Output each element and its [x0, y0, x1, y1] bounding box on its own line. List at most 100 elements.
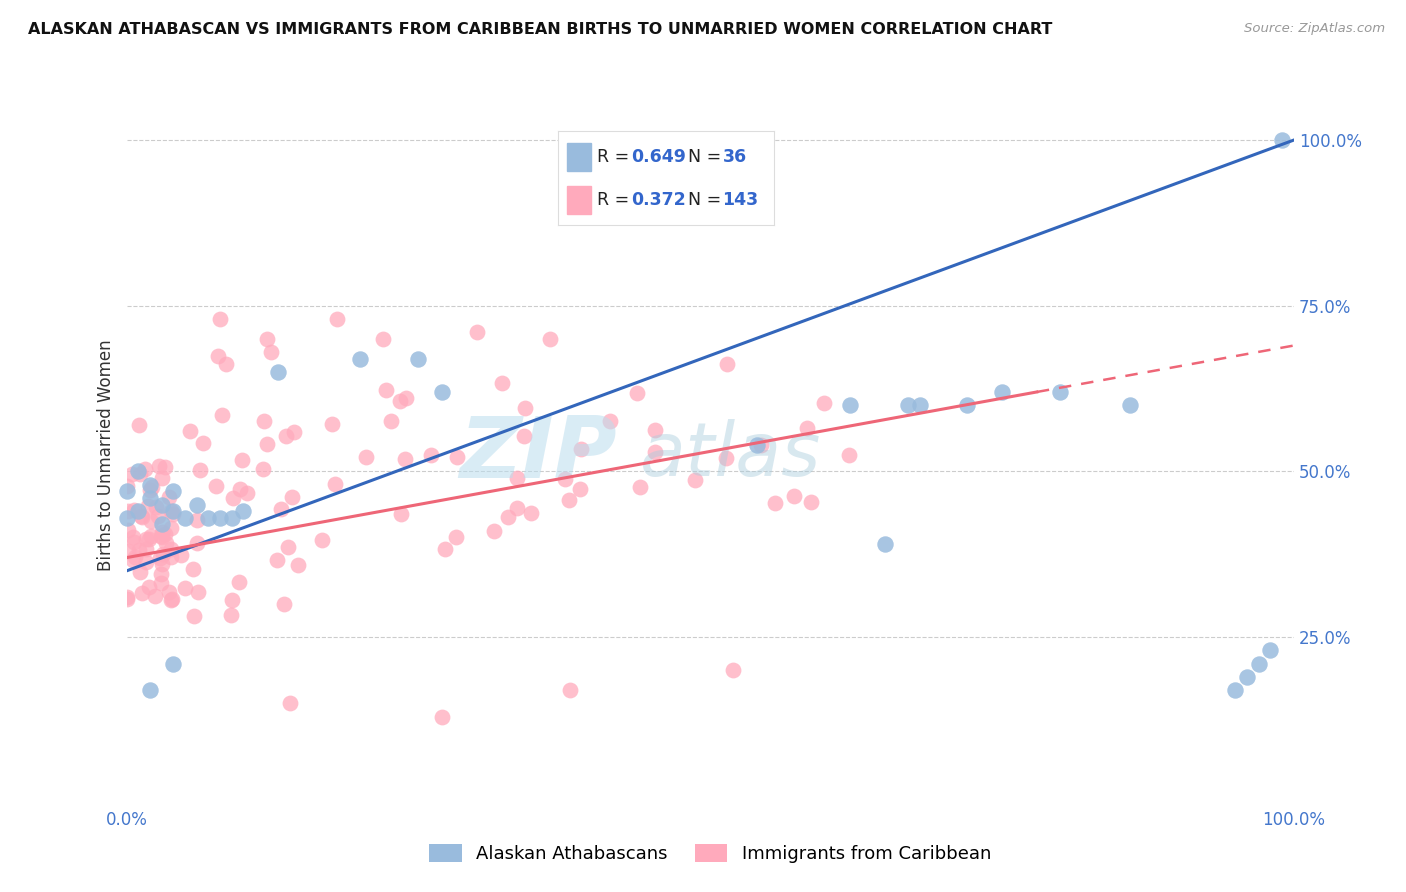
- Point: [150, 517, 173, 532]
- Point: [281, 490, 304, 504]
- Point: [181, 562, 204, 576]
- Legend: Alaskan Athabascans, Immigrants from Caribbean: Alaskan Athabascans, Immigrants from Car…: [422, 837, 998, 871]
- Point: [354, 450, 377, 464]
- Point: [783, 489, 806, 503]
- Point: [813, 395, 835, 409]
- Point: [219, 608, 242, 623]
- Point: [138, 533, 160, 547]
- Point: [221, 511, 243, 525]
- Point: [1271, 133, 1294, 147]
- Point: [236, 485, 259, 500]
- Point: [375, 383, 398, 397]
- Point: [141, 480, 163, 494]
- Text: 143: 143: [723, 191, 758, 209]
- Point: [538, 332, 561, 346]
- Point: [373, 332, 395, 346]
- Point: [115, 479, 138, 493]
- Point: [150, 471, 173, 485]
- Point: [139, 477, 162, 491]
- Point: [267, 365, 290, 379]
- Point: [160, 550, 183, 565]
- Point: [838, 448, 860, 462]
- Text: 0.372: 0.372: [631, 191, 685, 209]
- Point: [231, 453, 253, 467]
- Point: [321, 417, 343, 432]
- Point: [155, 536, 177, 550]
- Point: [283, 425, 305, 440]
- Point: [139, 483, 162, 497]
- Point: [1119, 398, 1142, 412]
- Point: [122, 535, 145, 549]
- Point: [644, 424, 666, 438]
- Point: [444, 530, 467, 544]
- Point: [628, 481, 651, 495]
- Point: [482, 524, 505, 539]
- Point: [157, 490, 180, 504]
- Point: [389, 507, 412, 521]
- Point: [214, 357, 236, 371]
- Point: [558, 492, 581, 507]
- Point: [211, 409, 233, 423]
- Point: [388, 394, 411, 409]
- Point: [129, 508, 152, 523]
- Point: [420, 448, 443, 462]
- Point: [221, 593, 243, 607]
- Point: [186, 498, 208, 512]
- Point: [128, 542, 150, 557]
- Point: [311, 533, 333, 547]
- Point: [117, 543, 139, 558]
- Text: atlas: atlas: [640, 419, 821, 491]
- Point: [152, 557, 174, 571]
- Point: [117, 523, 139, 537]
- Point: [208, 511, 231, 525]
- Point: [520, 506, 543, 520]
- Point: [897, 398, 920, 412]
- Point: [127, 465, 149, 479]
- Point: [745, 438, 768, 452]
- Point: [135, 532, 157, 546]
- Point: [159, 584, 181, 599]
- Point: [554, 472, 576, 486]
- Point: [160, 593, 183, 607]
- Point: [626, 386, 648, 401]
- Point: [714, 451, 737, 466]
- Point: [644, 445, 666, 459]
- Point: [228, 574, 250, 589]
- Point: [129, 467, 152, 482]
- Point: [160, 504, 183, 518]
- Point: [187, 585, 209, 599]
- Point: [430, 384, 453, 399]
- Point: [174, 511, 197, 525]
- Point: [253, 414, 276, 428]
- Point: [796, 421, 818, 435]
- Text: ZIP: ZIP: [458, 413, 617, 497]
- Text: R =: R =: [598, 148, 636, 166]
- Point: [205, 479, 228, 493]
- Bar: [567, 143, 591, 171]
- Point: [179, 424, 201, 438]
- Point: [875, 537, 897, 551]
- Point: [160, 592, 183, 607]
- Point: [1247, 657, 1270, 671]
- Point: [558, 683, 581, 698]
- Point: [274, 429, 297, 443]
- Point: [138, 581, 160, 595]
- Point: [121, 467, 143, 481]
- Point: [908, 398, 931, 412]
- Text: Source: ZipAtlas.com: Source: ZipAtlas.com: [1244, 22, 1385, 36]
- Point: [446, 450, 468, 464]
- Point: [506, 471, 529, 485]
- Point: [222, 491, 245, 506]
- Point: [491, 376, 513, 390]
- Point: [599, 414, 621, 428]
- Point: [150, 529, 173, 543]
- Point: [395, 391, 418, 405]
- Point: [141, 529, 163, 543]
- Point: [153, 527, 176, 541]
- Point: [349, 351, 371, 366]
- Point: [128, 565, 150, 579]
- Point: [162, 504, 184, 518]
- Point: [127, 504, 149, 518]
- Point: [174, 581, 197, 595]
- Point: [170, 548, 193, 562]
